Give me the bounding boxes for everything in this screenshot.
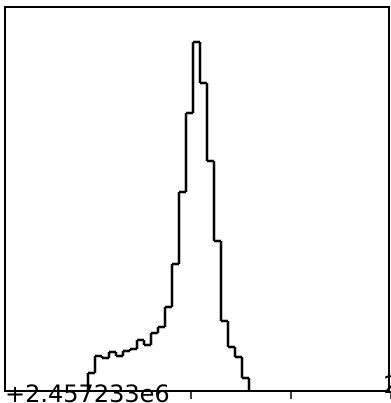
axes-frame — [4, 6, 390, 392]
x-offset-label: +2.457233e6 — [5, 380, 170, 403]
x-tick-label: 2 — [383, 371, 391, 399]
